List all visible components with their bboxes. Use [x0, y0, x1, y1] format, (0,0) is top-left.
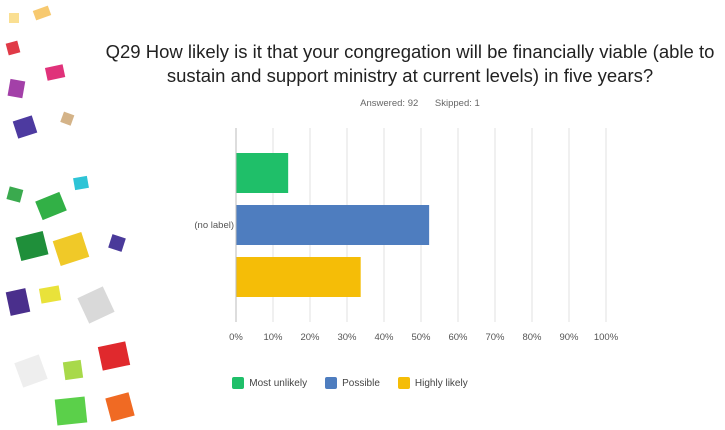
- paint-square: [38, 285, 62, 304]
- chart-legend: Most unlikely Possible Highly likely: [200, 377, 500, 389]
- x-tick-label: 30%: [337, 332, 357, 343]
- paint-square: [5, 40, 21, 56]
- paint-square: [6, 186, 24, 203]
- paint-square: [44, 64, 66, 81]
- x-tick-label: 40%: [374, 332, 394, 343]
- x-tick-label: 90%: [559, 332, 579, 343]
- answered-count: Answered: 92: [360, 98, 419, 109]
- paint-square: [54, 396, 88, 426]
- legend-swatch: [325, 377, 338, 389]
- paint-square: [32, 5, 52, 21]
- legend-item: Highly likely: [397, 377, 468, 389]
- x-tick-label: 60%: [448, 332, 468, 343]
- legend-label: Possible: [342, 377, 380, 389]
- paint-square: [15, 230, 49, 262]
- paint-square: [60, 111, 75, 126]
- paint-square: [105, 392, 135, 422]
- paint-square: [97, 341, 131, 371]
- paint-square: [14, 354, 48, 388]
- paint-square: [62, 359, 84, 381]
- question-title-line-2: sustain and support ministry at current …: [166, 65, 654, 86]
- paint-square: [52, 232, 90, 266]
- x-tick-label: 50%: [411, 332, 431, 343]
- x-tick-label: 0%: [229, 332, 243, 343]
- paint-square: [9, 13, 19, 23]
- bar-most-unlikely: [236, 153, 289, 193]
- bar-possible: [236, 205, 430, 245]
- legend-label: Most unlikely: [249, 377, 308, 389]
- decorative-paint-squares: [5, 5, 135, 426]
- legend-swatch: [397, 377, 410, 389]
- x-tick-label: 10%: [263, 332, 283, 343]
- paint-square: [73, 175, 89, 191]
- skipped-count: Skipped: 1: [434, 98, 480, 109]
- x-tick-label: 100%: [594, 332, 619, 343]
- bar-highly-likely: [236, 257, 361, 297]
- paint-square: [12, 115, 38, 139]
- legend-label: Highly likely: [414, 377, 468, 389]
- paint-square: [108, 234, 126, 252]
- legend-item: Most unlikely: [232, 377, 307, 389]
- x-tick-label: 70%: [485, 332, 505, 343]
- category-label: (no label): [194, 220, 234, 231]
- legend-item: Possible: [325, 377, 380, 389]
- paint-square: [35, 191, 67, 221]
- paint-square: [5, 288, 31, 316]
- question-title-line-1: Q29 How likely is it that your congregat…: [105, 41, 715, 62]
- legend-swatch: [232, 377, 245, 389]
- paint-square: [77, 286, 115, 324]
- x-tick-label: 20%: [300, 332, 320, 343]
- paint-square: [7, 78, 26, 99]
- x-tick-label: 80%: [522, 332, 542, 343]
- response-stats: Answered: 92 Skipped: 1: [300, 98, 540, 109]
